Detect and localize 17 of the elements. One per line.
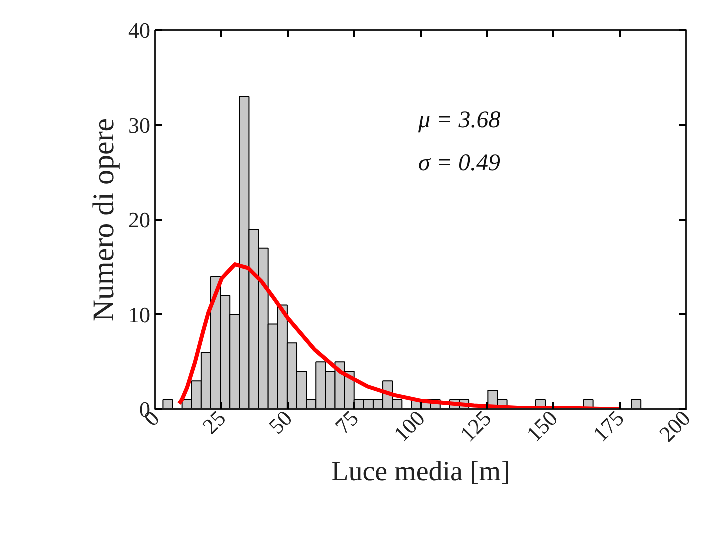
annotation: μ = 3.68 (418, 108, 501, 134)
y-axis-title: Numero di opere (88, 118, 120, 322)
x-tick-label: 25 (197, 406, 231, 439)
x-tick-label: 50 (264, 406, 298, 439)
y-tick-label: 10 (128, 302, 150, 328)
y-tick-label: 40 (128, 18, 150, 43)
y-tick-label: 20 (128, 208, 150, 232)
x-tick-label: 150 (522, 406, 563, 447)
x-tick-label: 75 (330, 406, 364, 439)
x-tick-label: 200 (654, 406, 696, 447)
annotation: σ = 0.49 (418, 150, 501, 176)
x-axis-title: Luce media [m] (332, 456, 510, 488)
x-tick-label: 175 (588, 406, 629, 447)
line-series (177, 262, 622, 410)
x-tick-label: 100 (388, 406, 430, 447)
x-tick-label: 125 (455, 406, 496, 447)
y-tick-label: 30 (128, 112, 150, 138)
